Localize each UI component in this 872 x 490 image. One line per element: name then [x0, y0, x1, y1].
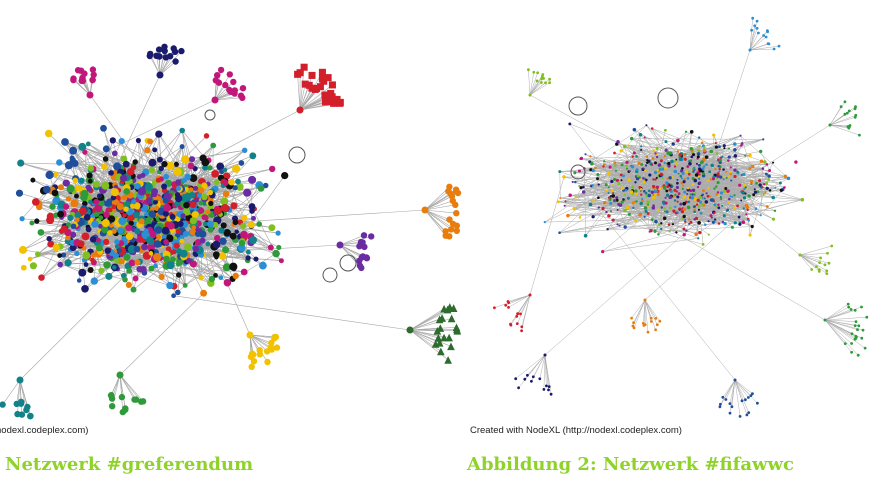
nodes: [493, 16, 869, 418]
network-graph-greferendum-canvas: [0, 43, 462, 420]
network-graph-fifawwc: [470, 0, 872, 445]
network-graph-fifawwc-canvas: [493, 16, 869, 418]
nodexl-credit-left: nodexl.codeplex.com): [0, 425, 89, 436]
figure-caption-fifawwc: Abbildung 2: Netzwerk #fifawwc: [467, 454, 794, 475]
figure-caption-greferendum: Netzwerk #greferendum: [5, 454, 254, 475]
network-graph-greferendum: [0, 0, 470, 445]
nodexl-credit-right: Created with NodeXL (http://nodexl.codep…: [470, 425, 682, 436]
nodes: [0, 43, 462, 420]
edges: [494, 18, 867, 417]
